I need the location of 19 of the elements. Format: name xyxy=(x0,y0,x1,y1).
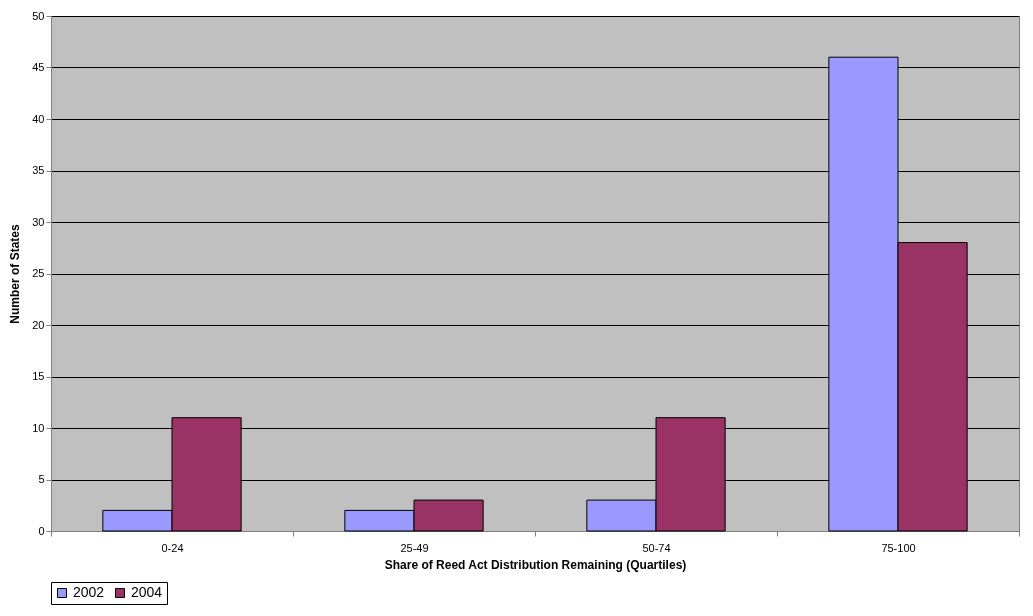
y-tick-label: 20 xyxy=(32,318,45,331)
y-tick-label: 5 xyxy=(38,473,45,485)
y-tick-label: 15 xyxy=(32,370,45,382)
y-tick-label: 35 xyxy=(32,164,45,176)
y-tick-label: 25 xyxy=(32,267,45,279)
y-axis-title: Number of States xyxy=(8,224,23,324)
y-tick-label: 50 xyxy=(32,9,45,22)
legend-label: 2002 xyxy=(73,584,105,600)
x-tick-label: 25-49 xyxy=(400,541,429,554)
x-tick-label: 0-24 xyxy=(161,541,184,554)
x-axis-title: Share of Reed Act Distribution Remaining (Quartiles) xyxy=(384,557,687,572)
y-tick-label: 45 xyxy=(32,61,45,73)
y-tick-label: 30 xyxy=(32,215,45,228)
x-tick-label: 75-100 xyxy=(881,541,916,554)
y-tick-label: 10 xyxy=(32,421,45,434)
y-tick-label: 0 xyxy=(38,524,45,537)
x-tick-label: 50-74 xyxy=(642,541,671,554)
y-tick-label: 40 xyxy=(32,112,45,125)
legend-label: 2004 xyxy=(131,584,163,600)
